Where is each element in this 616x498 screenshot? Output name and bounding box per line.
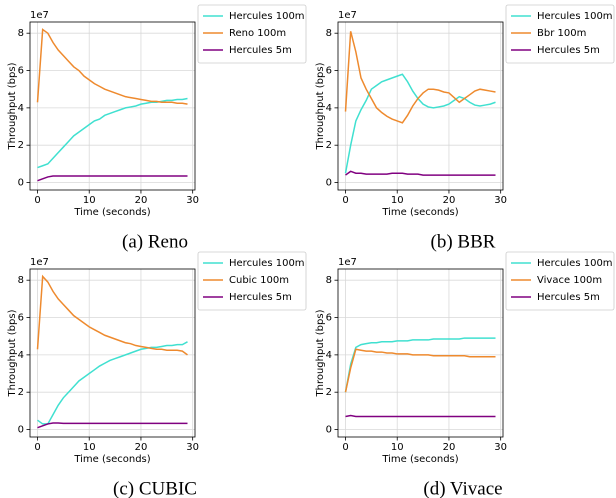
legend-label: Reno 100m [229, 28, 286, 39]
y-tick-label: 2 [326, 387, 332, 398]
y-tick-label: 0 [18, 425, 24, 436]
y-tick-label: 8 [18, 275, 24, 286]
x-tick-label: 20 [135, 442, 148, 453]
legend-label: Hercules 100m [537, 258, 613, 269]
plot-frame [337, 21, 504, 191]
legend-box [197, 4, 307, 64]
y-tick-label: 8 [326, 28, 332, 39]
y-tick-label: 2 [18, 140, 24, 151]
x-tick-label: 0 [342, 442, 348, 453]
y-axis-label: Throughput (bps) [315, 309, 326, 397]
series-line [37, 341, 188, 425]
y-tick-label: 4 [326, 103, 332, 114]
legend-box [505, 4, 615, 64]
x-tick-label: 20 [443, 442, 456, 453]
x-tick-label: 30 [186, 442, 199, 453]
legend-label: Hercules 5m [229, 292, 292, 303]
legend-label: Hercules 100m [229, 258, 305, 269]
y-tick-label: 6 [326, 66, 332, 77]
y-tick-label: 6 [18, 66, 24, 77]
x-axis-label: Time (seconds) [73, 207, 150, 218]
series-line [345, 414, 496, 418]
legend-label: Hercules 100m [537, 11, 613, 22]
caption: (a) Reno [122, 231, 188, 252]
legend-label: Bbr 100m [537, 28, 586, 39]
y-axis-label: Throughput (bps) [7, 62, 18, 150]
y-axis-label: Throughput (bps) [315, 62, 326, 150]
x-axis-label: Time (seconds) [381, 454, 458, 465]
legend-label: Hercules 5m [537, 45, 600, 56]
y-tick-label: 6 [18, 313, 24, 324]
series-line [36, 274, 188, 356]
series-line [37, 97, 188, 169]
series-line [344, 337, 496, 393]
x-tick-label: 30 [494, 442, 507, 453]
legend-box [505, 251, 615, 311]
legend-label: Vivace 100m [537, 275, 602, 286]
y-tick-label: 0 [326, 425, 332, 436]
x-tick-label: 30 [186, 195, 199, 206]
legend-label: Hercules 100m [229, 11, 305, 22]
x-axis-label: Time (seconds) [73, 454, 150, 465]
x-tick-label: 10 [83, 442, 96, 453]
series-line [37, 422, 188, 429]
x-tick-label: 0 [342, 195, 348, 206]
x-tick-label: 20 [135, 195, 148, 206]
y-tick-label: 4 [326, 350, 332, 361]
offset-label: 1e7 [30, 257, 49, 268]
plot-frame [29, 21, 196, 191]
plot-frame [337, 268, 504, 438]
y-tick-label: 4 [18, 350, 24, 361]
x-tick-label: 20 [443, 195, 456, 206]
caption: (b) BBR [431, 231, 496, 252]
series-line [344, 348, 496, 393]
legend-label: Hercules 5m [537, 292, 600, 303]
series-line [344, 73, 496, 174]
y-tick-label: 4 [18, 103, 24, 114]
x-tick-label: 10 [391, 195, 404, 206]
offset-label: 1e7 [30, 10, 49, 21]
x-tick-label: 10 [391, 442, 404, 453]
y-tick-label: 0 [18, 178, 24, 189]
caption: (c) CUBIC [113, 478, 197, 498]
y-tick-label: 2 [326, 140, 332, 151]
plot-frame [29, 268, 196, 438]
x-tick-label: 0 [34, 442, 40, 453]
series-line [36, 28, 188, 105]
offset-label: 1e7 [338, 10, 357, 21]
y-tick-label: 6 [326, 313, 332, 324]
legend-label: Cubic 100m [229, 275, 289, 286]
series-line [345, 170, 496, 176]
y-tick-label: 8 [326, 275, 332, 286]
x-tick-label: 10 [83, 195, 96, 206]
y-tick-label: 8 [18, 28, 24, 39]
series-line [344, 31, 496, 124]
x-tick-label: 0 [34, 195, 40, 206]
series-line [37, 175, 188, 182]
x-axis-label: Time (seconds) [381, 207, 458, 218]
offset-label: 1e7 [338, 257, 357, 268]
y-tick-label: 0 [326, 178, 332, 189]
legend-box [197, 251, 307, 311]
legend-label: Hercules 5m [229, 45, 292, 56]
caption: (d) Vivace [423, 478, 502, 498]
y-tick-label: 2 [18, 387, 24, 398]
x-tick-label: 30 [494, 195, 507, 206]
y-axis-label: Throughput (bps) [7, 309, 18, 397]
